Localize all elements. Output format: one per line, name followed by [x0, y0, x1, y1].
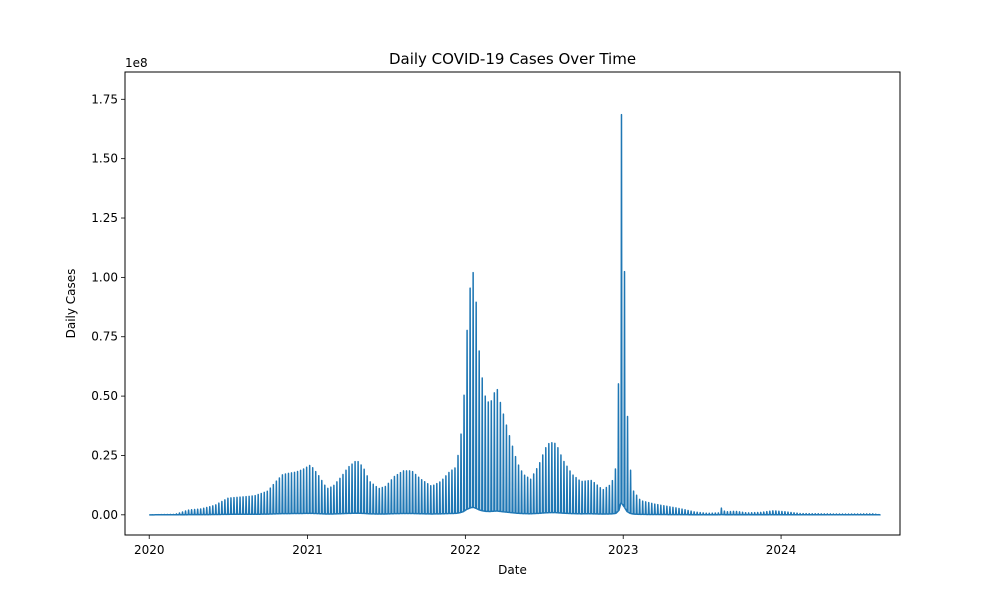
- x-tick-label: 2021: [292, 543, 323, 557]
- y-tick-label: 1.25: [91, 211, 118, 225]
- x-tick-label: 2022: [450, 543, 481, 557]
- y-tick-label: 0.25: [91, 448, 118, 462]
- y-tick-label: 0.50: [91, 389, 118, 403]
- x-tick-label: 2023: [608, 543, 639, 557]
- chart-title: Daily COVID-19 Cases Over Time: [389, 50, 636, 68]
- x-axis-title: Date: [498, 563, 527, 577]
- y-tick-label: 1.50: [91, 152, 118, 166]
- y-axis: 0.00 0.25 0.50 0.75 1.00 1.25 1.50 1.75: [91, 92, 125, 522]
- y-tick-label: 0.75: [91, 330, 118, 344]
- axes-frame: [124, 71, 901, 536]
- y-axis-title: Daily Cases: [64, 269, 78, 339]
- x-tick-label: 2020: [134, 543, 165, 557]
- x-axis: 2020 2021 2022 2023 2024: [134, 535, 796, 557]
- y-tick-label: 1.00: [91, 270, 118, 284]
- plot-area: [148, 113, 881, 516]
- y-tick-label: 0.00: [91, 508, 118, 522]
- y-offset-label: 1e8: [125, 56, 148, 70]
- x-tick-label: 2024: [766, 543, 797, 557]
- series-line-0: [148, 113, 881, 516]
- y-tick-label: 1.75: [91, 92, 118, 106]
